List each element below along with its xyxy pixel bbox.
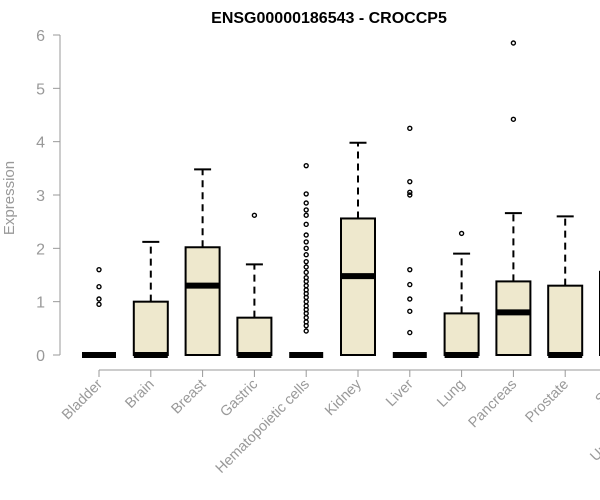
outlier-point (303, 232, 309, 238)
outlier-point (303, 303, 309, 309)
box (184, 246, 221, 356)
outlier-point (303, 162, 309, 169)
box-group (392, 125, 427, 358)
outlier-point (303, 282, 309, 289)
outlier-point (303, 245, 309, 252)
outlier-point (303, 239, 309, 245)
outlier-point (303, 200, 309, 206)
outlier-point (510, 116, 517, 122)
outlier-point (303, 252, 309, 258)
outlier-point (303, 269, 309, 276)
outlier-point (303, 298, 309, 305)
outlier-point (303, 191, 309, 197)
outlier-point (303, 274, 309, 281)
y-axis-label: Expression (1, 161, 18, 235)
outlier-point (303, 264, 309, 270)
y-axis: 0 1 2 3 4 5 6 (36, 28, 61, 365)
x-tick-label: Kidney (322, 376, 365, 419)
y-tick-label: 4 (36, 135, 45, 152)
outlier-point (407, 308, 413, 314)
outlier-point (303, 287, 309, 293)
x-tick-label: Lung (434, 377, 468, 411)
x-tick-label: Brain (122, 377, 157, 412)
box-group (340, 141, 376, 356)
box-group (236, 212, 273, 358)
box-group (184, 168, 221, 356)
box-group (547, 215, 584, 358)
box-group (82, 266, 116, 358)
outlier-point (303, 212, 309, 218)
outlier-point (407, 281, 413, 288)
box (443, 312, 480, 356)
outlier-point (407, 296, 413, 302)
outlier-point (303, 221, 309, 228)
box (495, 280, 532, 356)
x-tick-label: Hematopoietic cells (213, 377, 313, 477)
x-tick-label: Breast (168, 377, 209, 418)
outlier-point (303, 319, 309, 325)
outlier-point (96, 284, 102, 290)
box (132, 300, 169, 356)
y-tick-label: 2 (36, 241, 45, 258)
chart-title: ENSG00000186543 - CROCCP5 (211, 10, 447, 27)
box-group (495, 40, 532, 356)
outlier-point (96, 301, 102, 308)
x-tick-label: Skin (593, 377, 600, 408)
outlier-point (407, 189, 413, 196)
outlier-point (96, 296, 102, 302)
y-tick-label: 6 (36, 28, 45, 45)
y-tick-label: 1 (36, 295, 45, 312)
outlier-point (303, 207, 309, 213)
outlier-point (407, 125, 413, 132)
box-group (443, 230, 480, 358)
x-tick-label: Bladder (59, 376, 106, 423)
box (236, 316, 273, 356)
outlier-point (407, 178, 413, 185)
x-tick-label: Pancreas (466, 377, 521, 432)
x-tick-label: Gastric (217, 377, 261, 421)
outlier-point (303, 314, 309, 321)
box-group (132, 240, 169, 358)
outlier-point (407, 192, 413, 198)
y-tick-label: 5 (36, 81, 45, 98)
box-group (289, 162, 324, 358)
outlier-point (251, 212, 258, 218)
outlier-point (510, 40, 517, 46)
y-tick-label: 3 (36, 188, 45, 205)
outlier-point (407, 329, 413, 336)
outlier-point (303, 258, 309, 265)
outlier-point (96, 266, 102, 273)
outlier-point (458, 230, 465, 237)
outlier-point (303, 328, 309, 334)
boxes (82, 40, 600, 358)
x-tick-label: Prostate (523, 377, 572, 426)
box (340, 217, 376, 356)
box (547, 284, 584, 356)
y-tick-label: 0 (36, 348, 45, 365)
outlier-point (407, 266, 413, 273)
x-tick-label: Liver (383, 376, 417, 410)
